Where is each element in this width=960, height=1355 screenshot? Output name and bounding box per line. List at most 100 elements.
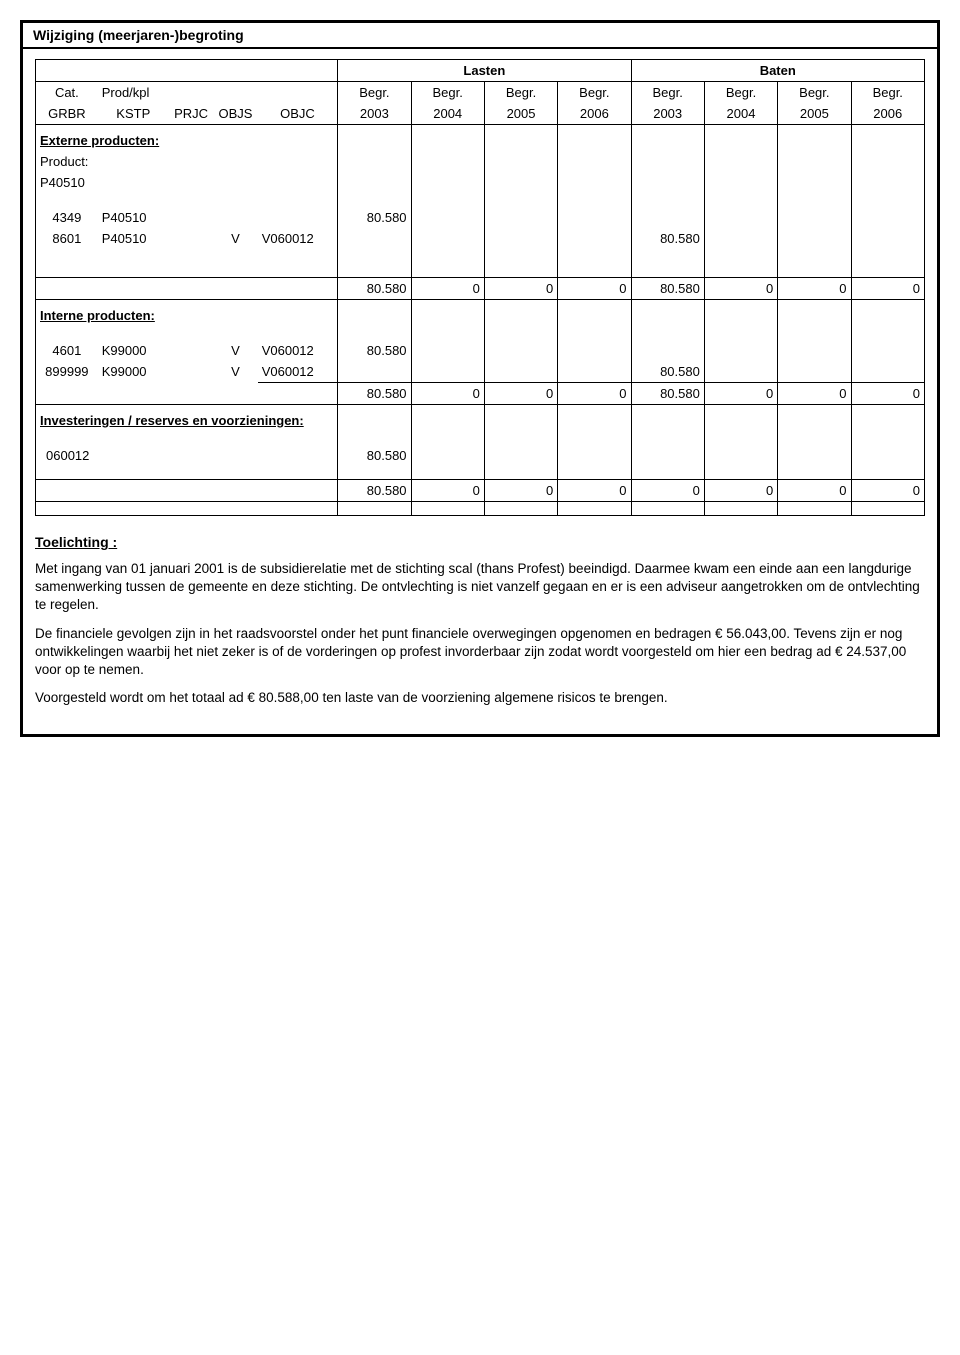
cell-objs: V	[213, 228, 257, 249]
interne-row-1: 899999 K99000 V V060012 80.580	[36, 361, 925, 383]
cell-b2003	[631, 207, 704, 228]
subtotal-l2006: 0	[558, 277, 631, 299]
cell-l2003: 80.580	[338, 445, 411, 466]
subtotal-b2003: 0	[631, 480, 704, 502]
col-cat: Cat.	[36, 82, 98, 104]
interne-row-0: 4601 K99000 V V060012 80.580	[36, 340, 925, 361]
col-begr-b2003: Begr.	[631, 82, 704, 104]
col-begr-l2005: Begr.	[484, 82, 557, 104]
cell-grbr: 899999	[36, 361, 98, 383]
col-y-b2005: 2005	[778, 103, 851, 125]
cell-kstp: K99000	[98, 340, 169, 361]
interne-subtotal-row: 80.580 0 0 0 80.580 0 0 0	[36, 382, 925, 404]
cell-objs: V	[213, 361, 257, 383]
col-objc: OBJC	[258, 103, 338, 125]
col-y-l2005: 2005	[484, 103, 557, 125]
invest-row-0: 060012 80.580	[36, 445, 925, 466]
subtotal-b2005: 0	[778, 277, 851, 299]
document-frame: Wijziging (meerjaren-)begroting Lasten B…	[20, 20, 940, 737]
col-begr-l2004: Begr.	[411, 82, 484, 104]
col-begr-b2005: Begr.	[778, 82, 851, 104]
budget-table: Lasten Baten Cat. Prod/kpl Begr. Begr. B…	[35, 59, 925, 516]
subtotal-b2004: 0	[704, 277, 777, 299]
cell-b2003	[631, 340, 704, 361]
subtotal-b2006: 0	[851, 277, 925, 299]
subtotal-l2005: 0	[484, 480, 557, 502]
subtotal-l2004: 0	[411, 480, 484, 502]
cell-kstp: P40510	[98, 228, 169, 249]
externe-product-code-row: P40510	[36, 172, 925, 193]
subtotal-l2006: 0	[558, 382, 631, 404]
subtotal-l2006: 0	[558, 480, 631, 502]
subtotal-b2004: 0	[704, 480, 777, 502]
cell-grbr: 4349	[36, 207, 98, 228]
subtotal-b2006: 0	[851, 382, 925, 404]
interne-title-row: Interne producten:	[36, 299, 925, 326]
toelichting-p2: De financiele gevolgen zijn in het raads…	[35, 625, 925, 680]
col-y-l2006: 2006	[558, 103, 631, 125]
col-prodkpl: Prod/kpl	[98, 82, 169, 104]
col-header-row-2: GRBR KSTP PRJC OBJS OBJC 2003 2004 2005 …	[36, 103, 925, 125]
cell-objs: V	[213, 340, 257, 361]
externe-row-0: 4349 P40510 80.580	[36, 207, 925, 228]
subtotal-l2005: 0	[484, 277, 557, 299]
subtotal-b2005: 0	[778, 480, 851, 502]
invest-subtotal-row: 80.580 0 0 0 0 0 0 0	[36, 480, 925, 502]
cell-objc: V060012	[258, 340, 338, 361]
subtotal-l2003: 80.580	[338, 480, 411, 502]
subtotal-b2004: 0	[704, 382, 777, 404]
cell-grbr: 8601	[36, 228, 98, 249]
cell-l2003	[338, 228, 411, 249]
cell-objc: V060012	[258, 361, 338, 383]
cell-b2003: 80.580	[631, 361, 704, 383]
cell-objs	[213, 207, 257, 228]
document-title: Wijziging (meerjaren-)begroting	[23, 23, 937, 49]
cell-objc: V060012	[258, 228, 338, 249]
subtotal-b2005: 0	[778, 382, 851, 404]
col-y-b2003: 2003	[631, 103, 704, 125]
document-content: Lasten Baten Cat. Prod/kpl Begr. Begr. B…	[23, 49, 937, 734]
col-grbr: GRBR	[36, 103, 98, 125]
toelichting-p1: Met ingang van 01 januari 2001 is de sub…	[35, 560, 925, 615]
subtotal-l2003: 80.580	[338, 382, 411, 404]
subtotal-l2003: 80.580	[338, 277, 411, 299]
externe-subtotal-row: 80.580 0 0 0 80.580 0 0 0	[36, 277, 925, 299]
col-group-baten: Baten	[631, 60, 924, 82]
subtotal-l2004: 0	[411, 277, 484, 299]
invest-title: Investeringen / reserves en voorzieninge…	[36, 404, 338, 431]
col-y-l2003: 2003	[338, 103, 411, 125]
col-y-b2004: 2004	[704, 103, 777, 125]
cell-l2003: 80.580	[338, 207, 411, 228]
col-begr-l2006: Begr.	[558, 82, 631, 104]
subtotal-b2003: 80.580	[631, 277, 704, 299]
col-objs: OBJS	[213, 103, 257, 125]
col-begr-l2003: Begr.	[338, 82, 411, 104]
col-begr-b2004: Begr.	[704, 82, 777, 104]
interne-title: Interne producten:	[36, 299, 338, 326]
group-header-row: Lasten Baten	[36, 60, 925, 82]
toelichting-p3: Voorgesteld wordt om het totaal ad € 80.…	[35, 689, 925, 707]
subtotal-b2006: 0	[851, 480, 925, 502]
externe-title: Externe producten:	[36, 125, 338, 152]
subtotal-l2005: 0	[484, 382, 557, 404]
externe-product-code: P40510	[36, 172, 338, 193]
cell-l2003: 80.580	[338, 340, 411, 361]
subtotal-b2003: 80.580	[631, 382, 704, 404]
col-header-row-1: Cat. Prod/kpl Begr. Begr. Begr. Begr. Be…	[36, 82, 925, 104]
cell-kstp: P40510	[98, 207, 169, 228]
col-begr-b2006: Begr.	[851, 82, 925, 104]
subtotal-l2004: 0	[411, 382, 484, 404]
col-kstp: KSTP	[98, 103, 169, 125]
externe-row-1: 8601 P40510 V V060012 80.580	[36, 228, 925, 249]
col-y-b2006: 2006	[851, 103, 925, 125]
toelichting-title: Toelichting :	[35, 534, 925, 550]
cell-kstp: K99000	[98, 361, 169, 383]
externe-product-label: Product:	[36, 151, 338, 172]
cell-b2003: 80.580	[631, 228, 704, 249]
col-group-lasten: Lasten	[338, 60, 631, 82]
cell-objc	[258, 207, 338, 228]
externe-product-label-row: Product:	[36, 151, 925, 172]
col-y-l2004: 2004	[411, 103, 484, 125]
cell-code: 060012	[36, 445, 338, 466]
externe-title-row: Externe producten:	[36, 125, 925, 152]
